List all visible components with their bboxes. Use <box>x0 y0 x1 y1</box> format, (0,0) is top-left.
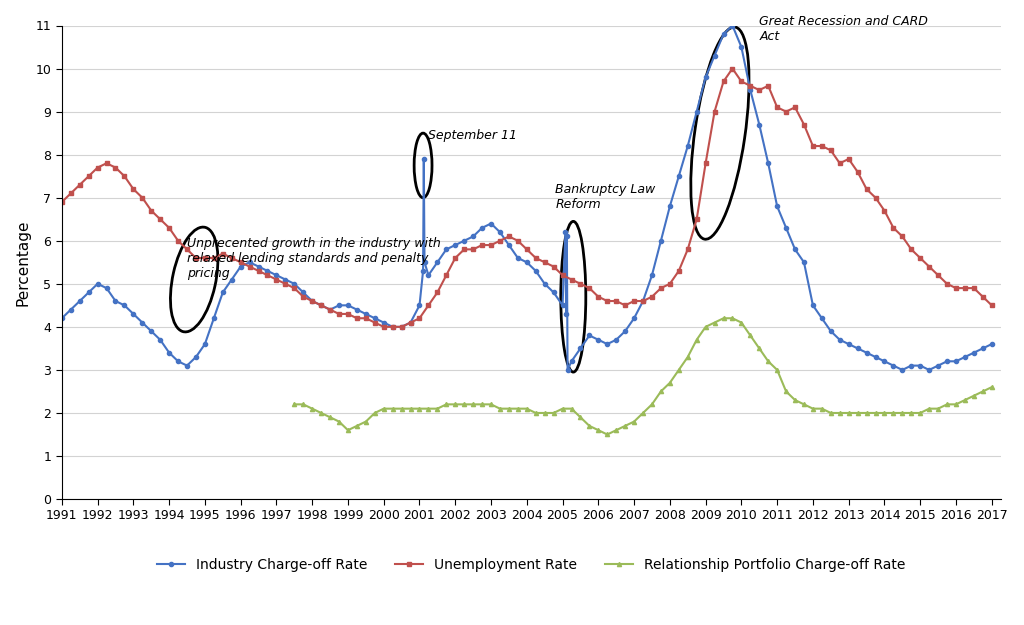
Text: Unprecented growth in the industry with
relaxed lending standards and penalty
pr: Unprecented growth in the industry with … <box>187 236 440 279</box>
Relationship Portfolio Charge-off Rate <box>816 405 828 412</box>
Relationship Portfolio Charge-off Rate <box>458 401 470 408</box>
Industry Charge-off Rate <box>985 341 997 348</box>
Y-axis label: Percentage: Percentage <box>15 219 30 306</box>
Unemployment Rate <box>55 198 68 206</box>
Text: Bankruptcy Law
Reform: Bankruptcy Law Reform <box>555 182 655 211</box>
Industry Charge-off Rate <box>404 319 417 326</box>
Industry Charge-off Rate <box>561 232 573 240</box>
Industry Charge-off Rate <box>726 22 738 29</box>
Relationship Portfolio Charge-off Rate <box>985 383 997 391</box>
Industry Charge-off Rate <box>718 31 730 38</box>
Relationship Portfolio Charge-off Rate <box>574 414 587 421</box>
Relationship Portfolio Charge-off Rate <box>565 405 578 412</box>
Unemployment Rate <box>65 189 77 197</box>
Unemployment Rate <box>985 302 997 309</box>
Relationship Portfolio Charge-off Rate <box>718 314 730 322</box>
Unemployment Rate <box>181 246 194 253</box>
Unemployment Rate <box>422 302 434 309</box>
Relationship Portfolio Charge-off Rate <box>699 323 712 331</box>
Unemployment Rate <box>753 86 765 94</box>
Line: Industry Charge-off Rate: Industry Charge-off Rate <box>59 23 994 372</box>
Relationship Portfolio Charge-off Rate <box>476 401 488 408</box>
Relationship Portfolio Charge-off Rate <box>288 401 300 408</box>
Industry Charge-off Rate <box>673 173 685 180</box>
Text: September 11: September 11 <box>428 129 517 142</box>
Relationship Portfolio Charge-off Rate <box>601 431 613 438</box>
Industry Charge-off Rate <box>55 314 68 322</box>
Unemployment Rate <box>726 65 738 72</box>
Text: Great Recession and CARD
Act: Great Recession and CARD Act <box>759 15 928 42</box>
Unemployment Rate <box>744 82 757 89</box>
Legend: Industry Charge-off Rate, Unemployment Rate, Relationship Portfolio Charge-off R: Industry Charge-off Rate, Unemployment R… <box>152 552 910 578</box>
Line: Unemployment Rate: Unemployment Rate <box>59 66 994 329</box>
Unemployment Rate <box>467 246 479 253</box>
Line: Relationship Portfolio Charge-off Rate: Relationship Portfolio Charge-off Rate <box>292 316 994 437</box>
Industry Charge-off Rate <box>968 349 980 356</box>
Industry Charge-off Rate <box>780 224 793 232</box>
Unemployment Rate <box>378 323 390 331</box>
Industry Charge-off Rate <box>561 366 573 374</box>
